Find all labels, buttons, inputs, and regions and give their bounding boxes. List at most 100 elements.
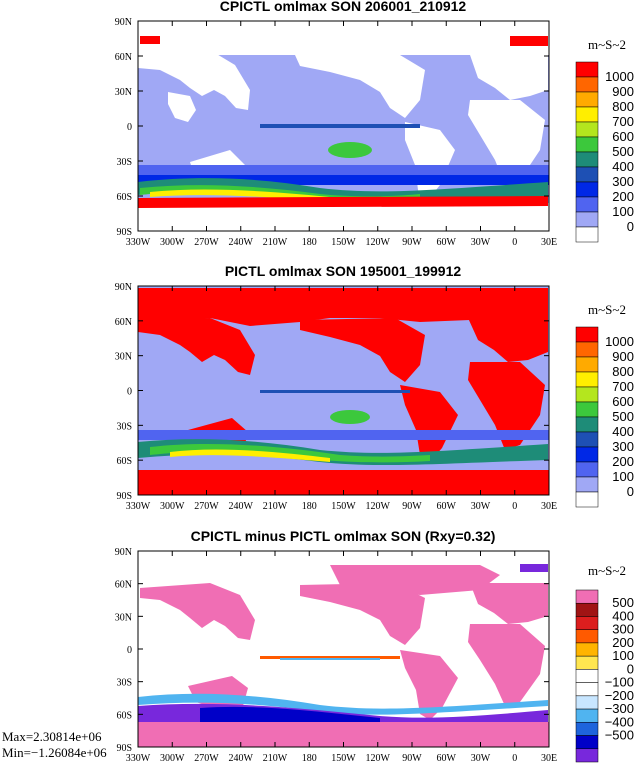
panel-3-x-tick-label: 210W: [263, 753, 288, 764]
panel-1-x-tick-label: 300W: [160, 237, 185, 248]
panel-2-colorbar-label: 800: [612, 364, 634, 379]
panel-2-colorbar-swatch: [575, 371, 599, 388]
panel-3-y-tick-label: 90S: [116, 743, 132, 754]
panel-3-y-ticks: 90N 60N 30N 0 30S 60S 90S: [115, 547, 549, 754]
panel-3-colorbar-label: 400: [612, 608, 634, 623]
panel-2-x-ticks: 330W 300W 270W 240W 210W 180 150W 120W 90W 60W 30W…: [126, 286, 557, 512]
panel-1-colorbar-label: 500: [612, 144, 634, 159]
panel-1-x-tick-label: 270W: [194, 237, 219, 248]
panel-2-y-tick-label: 90S: [116, 491, 132, 502]
panel-1-x-tick-label: 330W: [126, 237, 151, 248]
panel-1-colorbar-label: 1000: [605, 69, 634, 84]
panel-3-colorbar-swatch: [575, 616, 599, 630]
panel-1-x-tick-label: 150W: [331, 237, 356, 248]
panel-1-y-tick-label: 0: [127, 122, 132, 133]
panel-2-colorbar-swatch: [575, 446, 599, 463]
panel-2-colorbar-label: 100: [612, 469, 634, 484]
panel-3-colorbar-swatch: [575, 655, 599, 670]
panel-3-colorbar-swatch: [575, 669, 599, 683]
panel-3-min-stat: Min=−1.26084e+06: [2, 745, 107, 760]
panel-3-x-tick-label: 30W: [471, 753, 491, 764]
panel-2-colorbar-swatch: [575, 461, 599, 478]
panel-1-colorbar-label: 100: [612, 204, 634, 219]
panel-1-x-tick-label: 180: [302, 237, 317, 248]
panel-3-units: m~S~2: [588, 563, 626, 578]
panel-1-colorbar-label: 700: [612, 114, 634, 129]
panel-3-colorbar-label: −200: [605, 688, 634, 703]
panel-3-y-tick-label: 60S: [116, 710, 132, 721]
panel-1-colorbar-swatch: [575, 106, 599, 123]
panel-3-x-tick-label: 240W: [229, 753, 254, 764]
panel-3-bands: [138, 564, 548, 722]
panel-1-y-tick-label: 90S: [116, 227, 132, 238]
panel-2-y-tick-label: 0: [127, 387, 132, 398]
panel-1-colorbar-label: 800: [612, 99, 634, 114]
panel-3-colorbar-swatch: [575, 642, 599, 657]
panel-3: CPICTL minus PICTL omlmax SON (Rxy=0.32): [2, 528, 634, 764]
panel-2-colorbar-swatch: [575, 476, 599, 493]
panel-3-colorbar-label: 0: [627, 661, 634, 676]
panel-1-colorbar-swatch: [575, 91, 599, 108]
panel-1-x-ticks: 330W 300W 270W 240W 210W 180 150W 120W 90W 60W 30W…: [126, 21, 557, 248]
panel-1-colorbar-label: 200: [612, 189, 634, 204]
panel-3-y-tick-label: 90N: [115, 547, 132, 558]
panel-1-colorbar-label: 300: [612, 174, 634, 189]
panel-3-x-tick-label: 90W: [402, 753, 422, 764]
panel-3-colorbar-swatch: [575, 735, 599, 750]
panel-1-x-tick-label: 90W: [402, 237, 422, 248]
panel-1-colorbar-swatch: [575, 181, 599, 198]
panel-1-y-tick-label: 60S: [116, 192, 132, 203]
panel-3-colorbar-swatch: [575, 589, 599, 604]
panel-3-x-tick-label: 180: [302, 753, 317, 764]
panel-3-x-tick-label: 330W: [126, 753, 151, 764]
panel-2-bands: [138, 390, 549, 466]
panel-3-colorbar-label: 300: [612, 622, 634, 637]
panel-3-colorbar-label: 500: [612, 595, 634, 610]
panel-2-colorbar-label: 0: [627, 484, 634, 499]
panel-3-colorbar-swatch: [575, 722, 599, 736]
panel-2-y-tick-label: 60S: [116, 456, 132, 467]
panel-1-units: m~S~2: [588, 37, 626, 52]
panel-3-colorbar-swatch: [575, 708, 599, 723]
panel-3-y-tick-label: 60N: [115, 580, 132, 591]
panel-2-colorbar-swatch: [575, 401, 599, 418]
panel-3-x-tick-label: 300W: [160, 753, 185, 764]
panel-3-colorbar-label: 100: [612, 648, 634, 663]
panel-2-y-tick-label: 60N: [115, 317, 132, 328]
panel-1-colorbar-swatch: [575, 166, 599, 183]
panel-2-colorbar-label: 900: [612, 349, 634, 364]
panel-3-x-tick-label: 270W: [194, 753, 219, 764]
panel-2-colorbar-label: 400: [612, 424, 634, 439]
panel-1-y-tick-label: 30N: [115, 87, 132, 98]
panel-1-y-tick-label: 30S: [116, 157, 132, 168]
panel-1: CPICTL omlmax SON 206001_210912: [115, 0, 634, 248]
panel-2-colorbar-swatch: [575, 491, 599, 508]
panel-3-colorbar-label: −300: [605, 701, 634, 716]
panel-1-x-tick-label: 0: [512, 237, 517, 248]
panel-1-colorbar-swatch: [575, 211, 599, 228]
panel-2-x-tick-label: 300W: [160, 501, 185, 512]
panel-1-colorbar-swatch: [575, 121, 599, 138]
panel-1-x-tick-label: 30W: [471, 237, 491, 248]
panel-2-colorbar-swatch: [575, 416, 599, 433]
panel-2-y-tick-label: 90N: [115, 282, 132, 293]
panel-2-x-tick-label: 90W: [402, 501, 422, 512]
panel-1-y-ticks: 90N 60N 30N 0 30S 60S 90S: [115, 17, 549, 238]
panel-3-colorbar-label: 200: [612, 635, 634, 650]
panel-2-colorbar-swatch: [575, 356, 599, 373]
panel-2-colorbar-label: 500: [612, 409, 634, 424]
panel-3-colorbar-swatch: [575, 682, 599, 697]
panel-1-colorbar-swatch: [575, 136, 599, 153]
panel-1-colorbar-swatch: [575, 226, 599, 243]
panel-3-y-tick-label: 30N: [115, 612, 132, 623]
panel-2-colorbar-label: 600: [612, 394, 634, 409]
panel-2-y-ticks: 90N 60N 30N 0 30S 60S 90S: [115, 282, 549, 502]
panel-2-x-tick-label: 30W: [471, 501, 491, 512]
panel-2-units: m~S~2: [588, 302, 626, 317]
panel-2-x-tick-label: 60W: [437, 501, 457, 512]
panel-2-x-tick-label: 180: [302, 501, 317, 512]
panel-3-x-tick-label: 60W: [437, 753, 457, 764]
panel-2-colorbar-label: 200: [612, 454, 634, 469]
